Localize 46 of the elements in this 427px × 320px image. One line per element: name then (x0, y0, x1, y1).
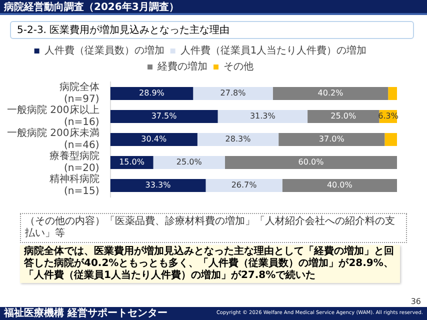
bar (110, 133, 198, 146)
data-label: 37.5% (151, 112, 178, 121)
text: （その他の内容）「医薬品費、診療材料費の増加」「人材紹介会社への紹介料の支払い」等 (20, 213, 407, 243)
y-tick-label: 精神科病院 (n=15) (49, 173, 100, 198)
data-label: 27.8% (220, 88, 246, 98)
legend-label: その他 (224, 60, 254, 73)
y-tick-label: 病院全体 (n=97) (59, 81, 100, 106)
text: 36 (410, 297, 421, 306)
bar (110, 179, 206, 192)
data-label: 15.0% (119, 158, 145, 167)
legend-label: 人件費（従業員数）の増加 (44, 44, 164, 57)
chart-title: 5-2-3. 医業費用が増加見込みとなった主な理由 (10, 21, 414, 39)
data-label: 25.0% (330, 112, 356, 121)
data-label: 33.3% (145, 180, 172, 190)
y-tick-label: 一般病院 200床未満 (n=46) (7, 127, 100, 152)
data-label: 28.9% (138, 88, 165, 98)
data-label: 28.3% (225, 134, 252, 144)
bar (153, 156, 225, 169)
data-label: 26.7% (231, 180, 258, 190)
chart-subtitle: 病院経営動向調査（2026年3月調査） (0, 0, 427, 15)
data-label: 30.4% (141, 134, 167, 144)
data-label: 25.0% (176, 158, 202, 167)
y-tick-label: 一般病院 200床以上 (n=16) (7, 104, 100, 128)
bar (282, 179, 397, 192)
bar (308, 110, 380, 123)
data-label: 40.0% (326, 180, 353, 190)
data-label: 31.3% (250, 112, 276, 121)
y-tick-label: 療養型病院 (n=20) (49, 150, 100, 174)
data-label: 60.0% (298, 158, 324, 167)
bar (388, 87, 397, 100)
data-label: 37.0% (318, 134, 345, 144)
bar (197, 133, 279, 146)
text: 病院全体では、医業費用が増加見込みとなった主な理由として「経費の増加」と回答した病院が40.2%ともっとも多く、「人件費（従業員数）の増加」が28.9%、「人件費（従業員1人当たり人件費）の増加」が27.8%で続いた (20, 245, 400, 283)
bar (224, 156, 397, 169)
legend-label: 人件費（従業員1人当たり人件費）の増加 (180, 44, 367, 57)
bar (193, 87, 273, 100)
data-label: 40.2% (318, 88, 344, 98)
text: 福祉医療機構 経営サポートセンター (4, 307, 168, 320)
bar (384, 133, 397, 146)
bar (110, 87, 194, 100)
bar (278, 133, 385, 146)
bar (272, 87, 388, 100)
legend-label: 経費の増加 (156, 60, 208, 73)
bar (218, 110, 308, 123)
bar (206, 179, 282, 192)
bar (110, 110, 218, 123)
